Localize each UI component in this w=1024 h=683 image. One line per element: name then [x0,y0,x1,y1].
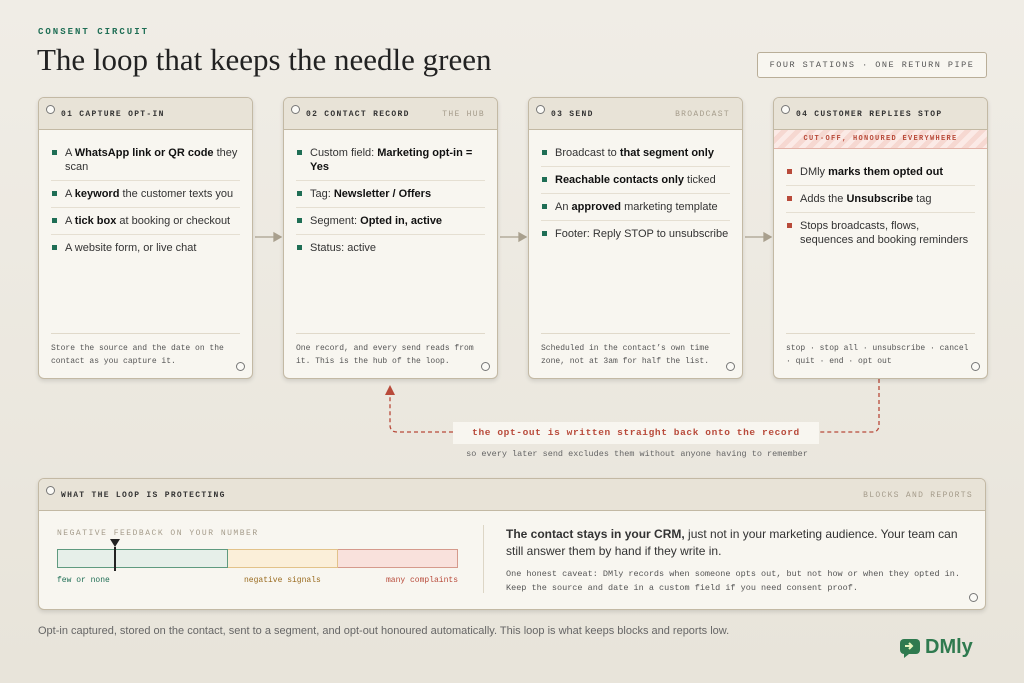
item-list: A WhatsApp link or QR code they scan A ke… [51,140,240,261]
zone-label: few or none [57,576,110,585]
station-card: 02 CONTACT RECORD THE HUB Custom field: Ma… [283,97,498,379]
text-run: Broadcast to [555,147,620,159]
item: Segment: Opted in, active [296,208,485,235]
item: Status: active [296,235,485,261]
card-tag: THE HUB [442,110,485,119]
text-run: Newsletter / Offers [333,188,432,200]
text-run: at booking or checkout [116,215,231,227]
kicker: CONSENT CIRCUIT [38,27,150,37]
item: An approved marketing template [541,194,730,221]
zone-label: many complaints [385,576,458,585]
station-card: 01 CAPTURE OPT-IN A WhatsApp link or QR c… [38,97,253,379]
item: Custom field: Marketing opt-in = Yes [296,140,485,181]
item: DMly marks them opted out [786,159,975,186]
item: Reachable contacts only ticked [541,167,730,194]
badge: FOUR STATIONS · ONE RETURN PIPE [757,52,987,78]
dot [726,362,735,371]
text-run: Reachable contacts only [555,174,684,186]
card-title: 03 SEND [551,110,594,119]
return-sub: so every later send excludes them withou… [466,449,808,459]
card-note: Store the source and the date on the con… [51,333,240,368]
card-tag: BROADCAST [675,110,730,119]
panel-tag: BLOCKS AND REPORTS [863,491,973,500]
text-run: Segment: [310,215,361,227]
panel-title: WHAT THE LOOP IS PROTECTING [61,491,226,500]
dot [536,105,545,114]
station-card: 04 CUSTOMER REPLIES STOP CUT-OFF, HONOURE… [773,97,988,379]
card-title: 04 CUSTOMER REPLIES STOP [796,110,943,119]
title: The loop that keeps the needle green [37,42,492,77]
item-list: Custom field: Marketing opt-in = Yes Tag:… [296,140,485,261]
dot [236,362,245,371]
card-note: stop · stop all · unsubscribe · cancel ·… [786,333,975,368]
dot [971,362,980,371]
text-run: Adds the [800,193,847,205]
item: A tick box at booking or checkout [51,208,240,235]
card-title: 02 CONTACT RECORD [306,110,410,119]
text-run: Custom field: [310,147,378,159]
dot [481,362,490,371]
text-run: A [65,215,75,227]
item: A website form, or live chat [51,235,240,261]
banner: CUT-OFF, HONOURED EVERYWHERE [774,130,987,149]
text-run: the customer texts you [119,188,234,200]
text-run: ticked [684,174,716,186]
card-header: 03 SEND BROADCAST [529,98,742,130]
text-run: Footer: Reply STOP to unsubscribe [555,228,729,240]
text-run: Tag: [310,188,334,200]
text-run: A website form, or live chat [65,242,197,254]
item: A keyword the customer texts you [51,181,240,208]
text-run: just not in your marketing audience. You… [506,527,958,558]
gauge-label: NEGATIVE FEEDBACK ON YOUR NUMBER [57,529,259,538]
text-run: marks them opted out [828,166,944,178]
item-list: Broadcast to that segment only Reachable … [541,140,730,247]
text-run: The contact stays in your CRM, [506,527,685,541]
card-header: 02 CONTACT RECORD THE HUB [284,98,497,130]
text-run: that segment only [619,147,714,159]
text-run: tick box [74,215,117,227]
item: Adds the Unsubscribe tag [786,186,975,213]
text-run: A [65,147,75,159]
text-run: keyword [74,188,120,200]
text-run: A [65,188,75,200]
text-run: Unsubscribe [846,193,914,205]
text-run: WhatsApp link or QR code [74,147,214,159]
dot [781,105,790,114]
item: Stops broadcasts, flows, sequences and b… [786,213,975,253]
logo: DMly [899,636,973,659]
text-run: Marketing opt-in = Yes [310,147,473,173]
item-list: DMly marks them opted out Adds the Unsubs… [786,159,975,253]
card-header: 04 CUSTOMER REPLIES STOP [774,98,987,130]
footer: Opt-in captured, stored on the contact, … [38,625,730,637]
protect-panel: WHAT THE LOOP IS PROTECTING BLOCKS AND R… [38,478,986,610]
text-run: Opted in, active [360,215,443,227]
station-card: 03 SEND BROADCAST Broadcast to that segmen… [528,97,743,379]
item: Broadcast to that segment only [541,140,730,167]
text-run: DMly [800,166,829,178]
card-note: One record, and every send reads from it… [296,333,485,368]
text-run: marketing template [621,201,718,213]
item: A WhatsApp link or QR code they scan [51,140,240,181]
dot [291,105,300,114]
text-run: An [555,201,572,213]
return-label: the opt-out is written straight back ont… [453,422,819,444]
zone-label: negative signals [244,576,321,585]
dot [46,105,55,114]
text-run: they scan [65,147,238,173]
panel-text: The contact stays in your CRM, just not … [506,526,966,560]
card-header: 01 CAPTURE OPT-IN [39,98,252,130]
logo-text: DMly [925,636,973,658]
panel-caveat: One honest caveat: DMly records when som… [506,569,960,593]
item: Footer: Reply STOP to unsubscribe [541,221,730,247]
card-note: Scheduled in the contact’s own time zone… [541,333,730,368]
text-run: tag [913,193,932,205]
text-run: approved [571,201,622,213]
gauge [57,549,458,568]
text-run: Stops broadcasts, flows, sequences and b… [800,220,969,246]
text-run: Status: active [310,242,377,254]
item: Tag: Newsletter / Offers [296,181,485,208]
card-title: 01 CAPTURE OPT-IN [61,110,165,119]
